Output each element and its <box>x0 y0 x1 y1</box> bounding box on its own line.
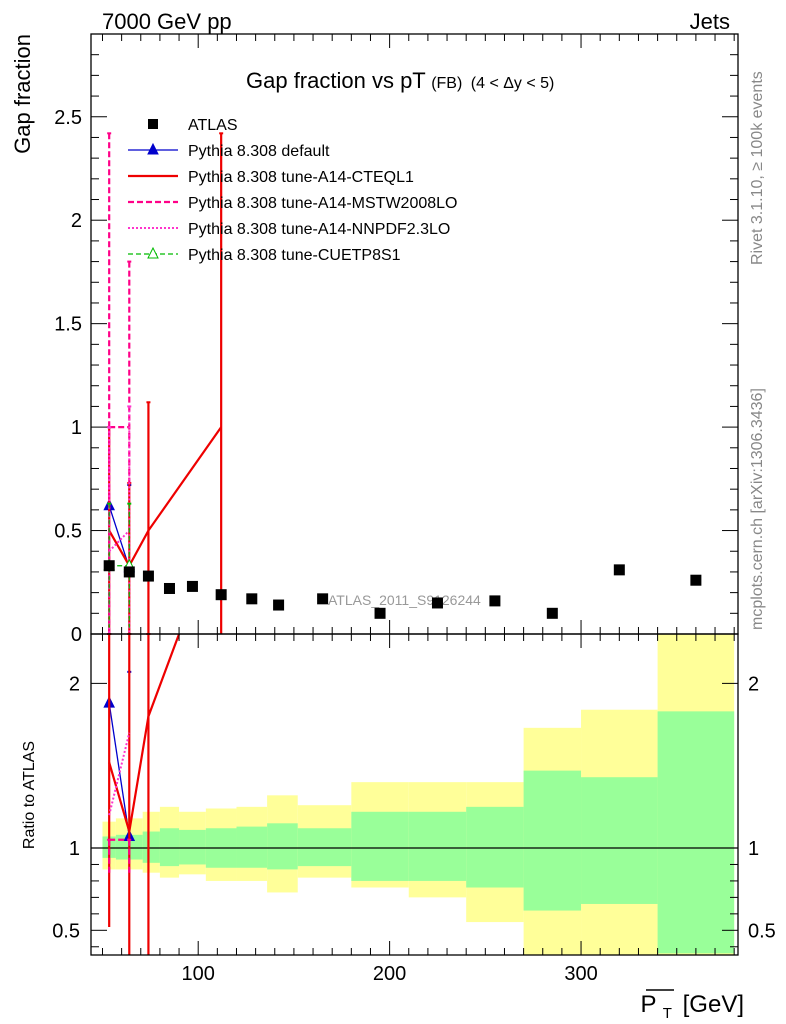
ratio-y-axis-label: Ratio to ATLAS <box>21 741 38 849</box>
header-left: 7000 GeV pp <box>102 9 232 34</box>
atlas-data-point <box>374 607 386 619</box>
ratio-stat-band <box>267 823 298 870</box>
main-series-1-line <box>108 505 130 568</box>
atlas-data-point <box>123 566 135 578</box>
atlas-data-point <box>163 582 175 594</box>
main-y-tick-label: 2 <box>71 210 82 232</box>
atlas-data-point <box>186 580 198 592</box>
main-chart-title: Gap fraction vs pT (FB) (4 < Δy < 5) <box>246 68 554 93</box>
main-series-4-line <box>108 529 131 552</box>
ratio-series-1-line <box>108 703 130 837</box>
legend-swatch-marker <box>147 142 159 155</box>
ratio-stat-band <box>179 829 206 865</box>
analysis-watermark: ATLAS_2011_S9126244 <box>328 592 481 608</box>
title-range: (4 < Δy < 5) <box>471 75 555 92</box>
header-right: Jets <box>690 9 730 34</box>
atlas-data-point <box>246 593 258 605</box>
ratio-series-2-line <box>108 633 181 832</box>
legend-label: Pythia 8.308 tune-CUETP8S1 <box>188 247 401 264</box>
ratio-y-tick-label: 2 <box>69 673 80 695</box>
ratio-stat-band <box>351 811 409 881</box>
x-tick-label: 300 <box>564 963 597 985</box>
main-series-2-line <box>108 426 223 568</box>
atlas-data-point <box>103 560 115 572</box>
title-suffix: (FB) <box>431 75 462 92</box>
atlas-data-point <box>489 595 501 607</box>
ratio-stat-band <box>523 770 582 911</box>
ratio-stat-band <box>142 831 160 863</box>
main-y-axis-label: Gap fraction <box>10 34 35 154</box>
main-y-tick-label: 1 <box>71 417 82 439</box>
atlas-data-point <box>215 589 227 601</box>
legend-label: Pythia 8.308 default <box>188 143 330 160</box>
main-y-tick-label: 2.5 <box>54 107 82 129</box>
ratio-y-tick-label: 0.5 <box>52 920 80 942</box>
x-axis-label-main: P <box>641 991 657 1018</box>
ratio-y-tick-label: 1 <box>69 838 80 860</box>
legend-swatch-marker <box>147 246 159 259</box>
ratio-stat-band <box>581 777 658 904</box>
ratio-plot-frame <box>90 633 739 956</box>
ratio-y-tick-label-right: 0.5 <box>748 920 776 942</box>
legend-label: Pythia 8.308 tune-A14-MSTW2008LO <box>188 195 457 212</box>
ratio-y-tick-label-right: 1 <box>748 838 759 860</box>
ratio-stat-band <box>657 711 735 954</box>
x-tick-label: 100 <box>182 963 215 985</box>
main-y-tick-label: 1.5 <box>54 314 82 336</box>
rivet-side-label: Rivet 3.1.10, ≥ 100k events <box>749 71 766 265</box>
x-axis-label-unit: [GeV] <box>683 991 744 1018</box>
atlas-data-point <box>546 607 558 619</box>
x-axis-label-sub: T <box>663 1005 672 1022</box>
x-axis-label: P T [GeV] <box>641 991 744 1024</box>
title-text: Gap fraction vs pT <box>246 68 426 93</box>
main-y-tick-label: 0.5 <box>54 521 82 543</box>
ratio-stat-band <box>466 806 524 888</box>
atlas-data-point <box>690 574 702 586</box>
ratio-stat-band <box>408 811 467 881</box>
atlas-data-point <box>613 564 625 576</box>
atlas-data-point <box>431 597 443 609</box>
atlas-data-point <box>142 570 154 582</box>
x-tick-label: 200 <box>373 963 406 985</box>
ratio-y-tick-label-right: 2 <box>748 673 759 695</box>
legend-label: ATLAS <box>188 117 238 134</box>
ratio-stat-band <box>236 826 268 868</box>
atlas-data-point <box>273 599 285 611</box>
mcplots-side-label: mcplots.cern.ch [arXiv:1306.3436] <box>749 388 766 630</box>
legend-swatch-atlas <box>148 119 158 129</box>
main-y-tick-label: 0 <box>71 624 82 646</box>
legend-label: Pythia 8.308 tune-A14-NNPDF2.3LO <box>188 221 450 238</box>
ratio-stat-band <box>297 828 352 867</box>
ratio-stat-band <box>159 828 180 867</box>
legend-label: Pythia 8.308 tune-A14-CTEQL1 <box>188 169 414 186</box>
atlas-data-point <box>317 593 329 605</box>
